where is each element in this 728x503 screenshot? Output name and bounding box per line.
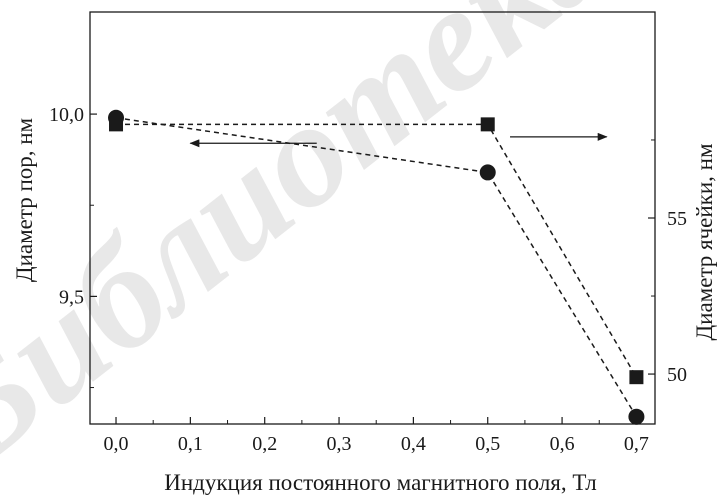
axis-labels: 0,0 0,1 0,2 0,3 0,4 0,5 0,6 0,7 10,0 9,5 55 50 Индук…: [12, 104, 717, 495]
x-tick-label: 0,2: [252, 433, 277, 455]
y-right-tick-label: 50: [667, 364, 687, 386]
data-point-square: [480, 117, 495, 132]
y-left-tick-label: 10,0: [49, 104, 84, 126]
data-point-square: [109, 117, 124, 132]
x-tick-label: 0,7: [624, 433, 649, 455]
x-tick-label: 0,1: [178, 433, 203, 455]
y-right-tick-label: 55: [667, 208, 687, 230]
axes: [89, 11, 656, 425]
data-point-circle: [479, 164, 496, 181]
data-point-circle: [628, 408, 645, 425]
x-tick-label: 0,6: [550, 433, 575, 455]
series: [108, 109, 645, 425]
watermark: Библиотека: [0, 0, 641, 498]
x-axis-title: Индукция постоянного магнитного поля, Тл: [164, 470, 597, 495]
y-left-tick-label: 9,5: [59, 286, 84, 308]
data-point-square: [629, 370, 644, 385]
watermark-text: Библиотека: [0, 0, 641, 498]
y-left-axis-title: Диаметр пор, нм: [12, 117, 37, 282]
x-tick-label: 0,5: [475, 433, 500, 455]
x-tick-label: 0,0: [104, 433, 129, 455]
y-right-axis-title: Диаметр ячейки, нм: [692, 143, 717, 341]
x-tick-label: 0,3: [327, 433, 352, 455]
x-tick-label: 0,4: [401, 433, 426, 455]
